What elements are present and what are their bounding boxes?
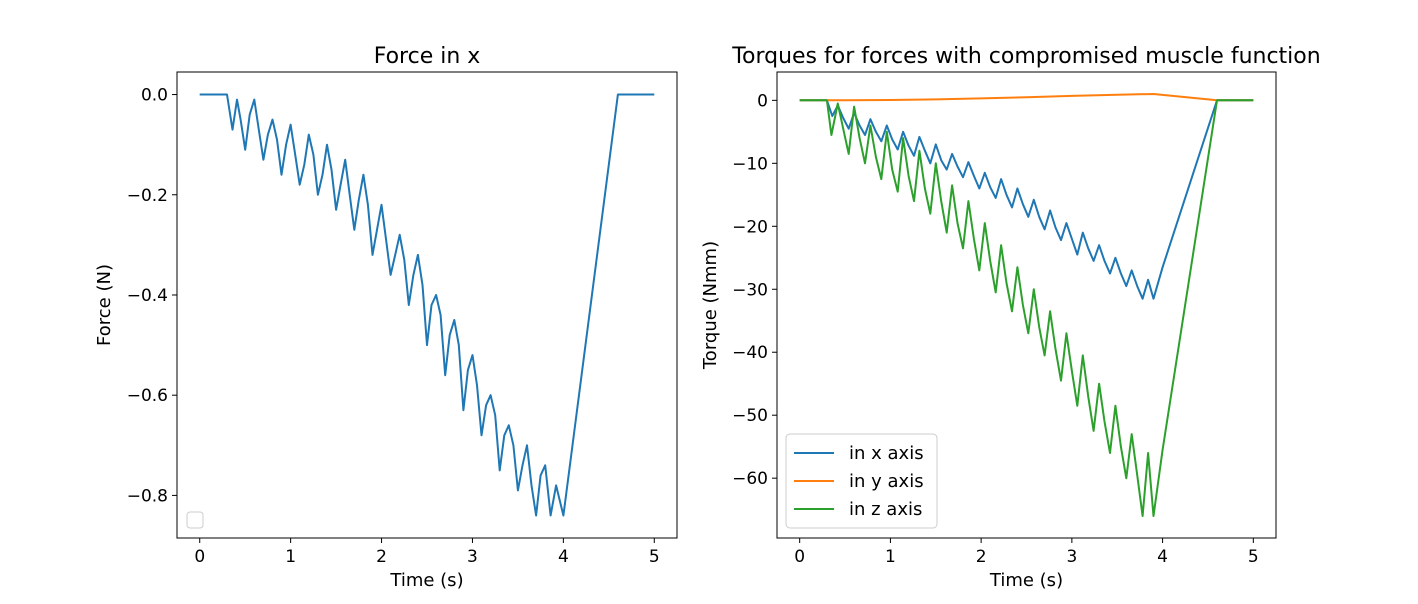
chart-2-xtick-label: 4 xyxy=(1157,547,1168,567)
chart-2-ytick-label: −60 xyxy=(732,469,768,489)
chart-2-ytick-label: −30 xyxy=(732,280,768,300)
chart-1-ytick-label: −0.8 xyxy=(127,486,168,506)
chart-2-ytick-label: −50 xyxy=(732,406,768,426)
chart-1-xtick-label: 4 xyxy=(558,547,569,567)
chart-1-legend-box-empty xyxy=(186,511,204,529)
chart-2-axes-frame xyxy=(776,71,1277,539)
chart-2-legend-box xyxy=(785,433,938,529)
chart-1-axes-frame xyxy=(176,71,678,539)
chart-2-xtick-label: 2 xyxy=(976,547,987,567)
chart-2-line-in-z-axis xyxy=(799,99,1254,517)
chart-1-ytick-label: −0.2 xyxy=(127,186,168,206)
chart-2-ylabel: Torque (Nmm) xyxy=(700,241,721,370)
chart-2-xtick-label: 5 xyxy=(1248,547,1259,567)
chart-1-xtick-label: 3 xyxy=(467,547,478,567)
chart-1-xtick-label: 0 xyxy=(194,547,205,567)
chart-2-ytick-label: −20 xyxy=(732,217,768,237)
chart-2-ytick-label: −10 xyxy=(732,154,768,174)
chart-2-xtick-label: 0 xyxy=(794,547,805,567)
chart-1-ytick-label: 0.0 xyxy=(141,86,168,106)
chart-2-legend-label: in x axis xyxy=(849,443,924,464)
chart-1: 0 1 2 3 4 5 0.0 −0.2 −0.4 −0.6 −0.8 Force in x Time … xyxy=(94,44,678,591)
chart-2: 0 1 2 3 4 5 0 −10 −20 −30 −40 −50 −60 Torques for for… xyxy=(700,44,1321,591)
chart-2-legend-label: in y axis xyxy=(849,471,924,492)
chart-2-legend: in x axis in y axis in z axis xyxy=(785,433,938,529)
chart-1-plot-area xyxy=(199,93,655,517)
chart-1-xtick-label: 5 xyxy=(649,547,660,567)
chart-2-ytick-label: 0 xyxy=(757,91,768,111)
chart-1-ylabel: Force (N) xyxy=(94,264,115,346)
chart-2-line-in-y-axis xyxy=(799,93,1254,102)
chart-2-xtick-label: 1 xyxy=(885,547,896,567)
chart-1-xtick-label: 1 xyxy=(285,547,296,567)
chart-1-ytick-label: −0.4 xyxy=(127,286,168,306)
chart-1-title: Force in x xyxy=(374,44,481,69)
chart-1-xtick-label: 2 xyxy=(376,547,387,567)
chart-2-xlabel: Time (s) xyxy=(989,570,1063,591)
chart-2-title: Torques for forces with compromised musc… xyxy=(731,44,1320,69)
chart-2-legend-label: in z axis xyxy=(849,499,922,520)
chart-2-ytick-label: −40 xyxy=(732,343,768,363)
chart-1-ytick-label: −0.6 xyxy=(127,386,168,406)
chart-2-line-in-x-axis xyxy=(799,99,1254,300)
chart-2-xtick-label: 3 xyxy=(1066,547,1077,567)
chart-2-plot-area xyxy=(799,93,1254,517)
chart-1-xlabel: Time (s) xyxy=(389,570,463,591)
chart-1-line-series-1 xyxy=(199,93,655,517)
